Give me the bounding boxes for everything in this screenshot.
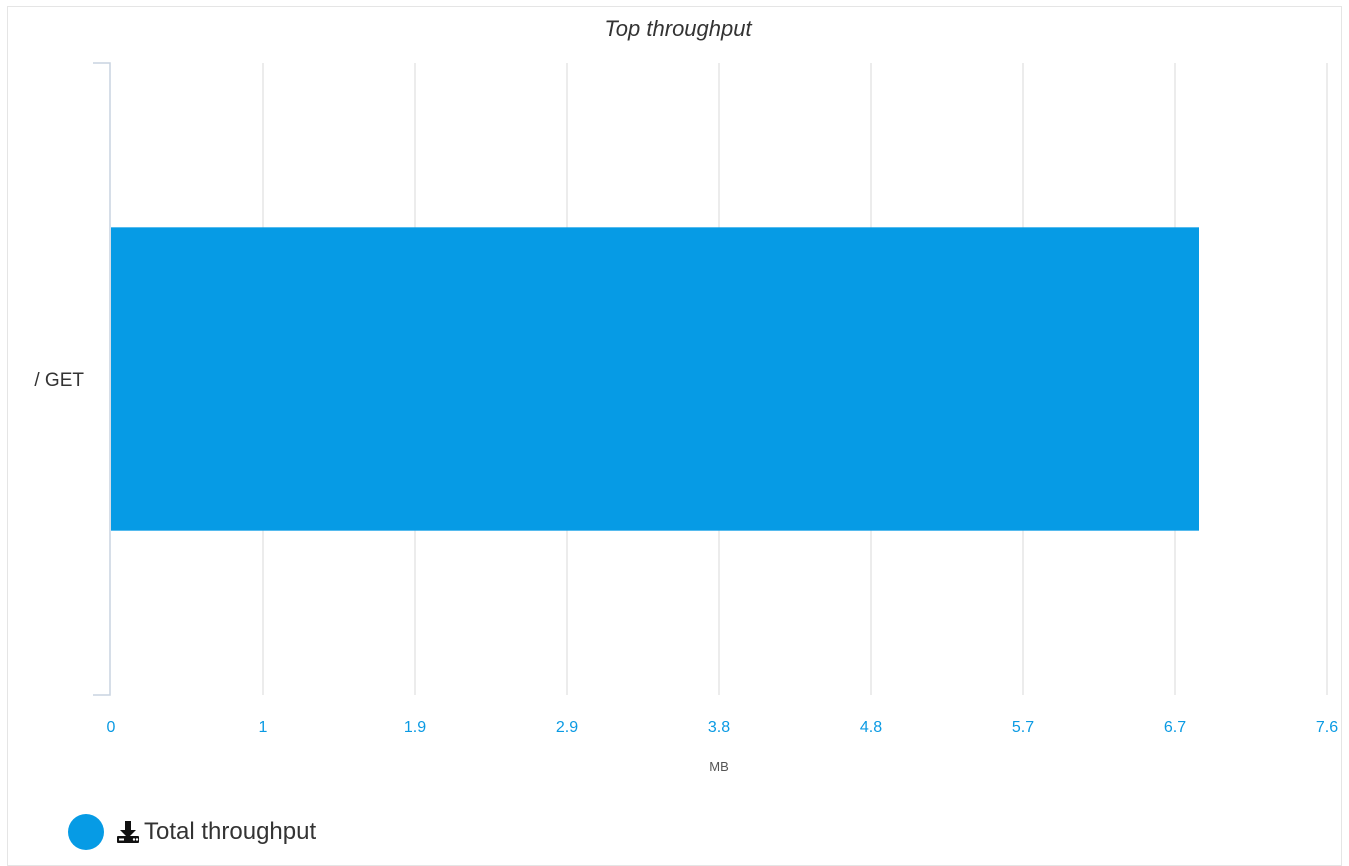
- x-tick-label: 1: [259, 719, 268, 736]
- x-tick-label: 1.9: [404, 719, 426, 736]
- x-tick-label: 3.8: [708, 719, 730, 736]
- x-tick-label: 7.6: [1316, 719, 1338, 736]
- legend-label: Total throughput: [144, 818, 317, 845]
- x-axis-ticks: 0 1 1.9 2.9 3.8 4.8 5.7 6.7 7.6: [107, 719, 1339, 736]
- chart-title: Top throughput: [604, 16, 752, 41]
- x-tick-label: 5.7: [1012, 719, 1034, 736]
- bars: [111, 227, 1199, 531]
- category-label: / GET: [34, 370, 84, 391]
- x-tick-label: 2.9: [556, 719, 578, 736]
- x-tick-label: 0: [107, 719, 116, 736]
- download-icon: [116, 820, 140, 844]
- category-axis: [93, 62, 111, 696]
- legend-swatch: [68, 814, 104, 850]
- x-tick-label: 6.7: [1164, 719, 1186, 736]
- x-tick-label: 4.8: [860, 719, 882, 736]
- legend[interactable]: Total throughput: [68, 812, 316, 852]
- bar[interactable]: [111, 227, 1199, 531]
- grid-lines: [262, 63, 1328, 695]
- category-labels: / GET: [34, 370, 84, 391]
- category-axis-line: [93, 62, 111, 696]
- x-axis-title: MB: [709, 759, 729, 774]
